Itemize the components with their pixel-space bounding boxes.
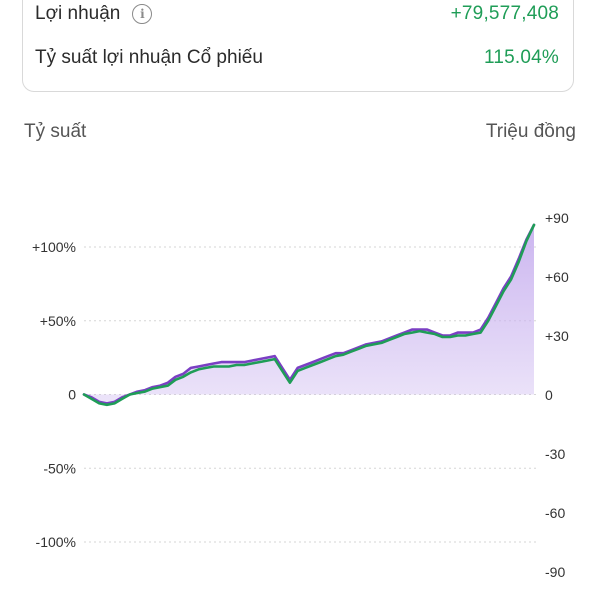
return-row: Tỷ suất lợi nhuận Cổ phiếu 115.04% — [35, 43, 559, 73]
right-tick-label: -30 — [545, 446, 565, 462]
left-tick-label: +100% — [32, 239, 76, 255]
right-tick-label: +90 — [545, 210, 569, 226]
right-tick-label: +60 — [545, 269, 569, 285]
left-axis-title: Tỷ suất — [24, 121, 87, 142]
series-line-1 — [82, 223, 536, 405]
left-tick-label: -100% — [36, 534, 76, 550]
right-tick-label: -90 — [545, 564, 565, 580]
left-tick-label: 0 — [68, 387, 76, 403]
profit-label: Lợi nhuận — [35, 3, 121, 24]
left-tick-label: -50% — [43, 460, 76, 476]
series-line-2 — [82, 223, 536, 407]
return-label: Tỷ suất lợi nhuận Cổ phiếu — [35, 47, 263, 68]
profit-label-group: Lợi nhuận i — [35, 3, 153, 25]
area-fill — [84, 224, 534, 404]
info-icon[interactable]: i — [132, 4, 153, 24]
return-value: 115.04% — [484, 47, 559, 68]
left-tick-label: +50% — [40, 313, 76, 329]
right-tick-label: -60 — [545, 505, 565, 521]
right-tick-label: 0 — [545, 387, 553, 403]
profit-value: +79,577,408 — [450, 3, 559, 24]
right-tick-label: +30 — [545, 328, 569, 344]
summary-card: Lợi nhuận i +79,577,408 Tỷ suất lợi nhuậ… — [22, 0, 574, 92]
right-axis-title: Triệu đồng — [485, 121, 576, 142]
profit-row: Lợi nhuận i +79,577,408 — [35, 0, 559, 29]
